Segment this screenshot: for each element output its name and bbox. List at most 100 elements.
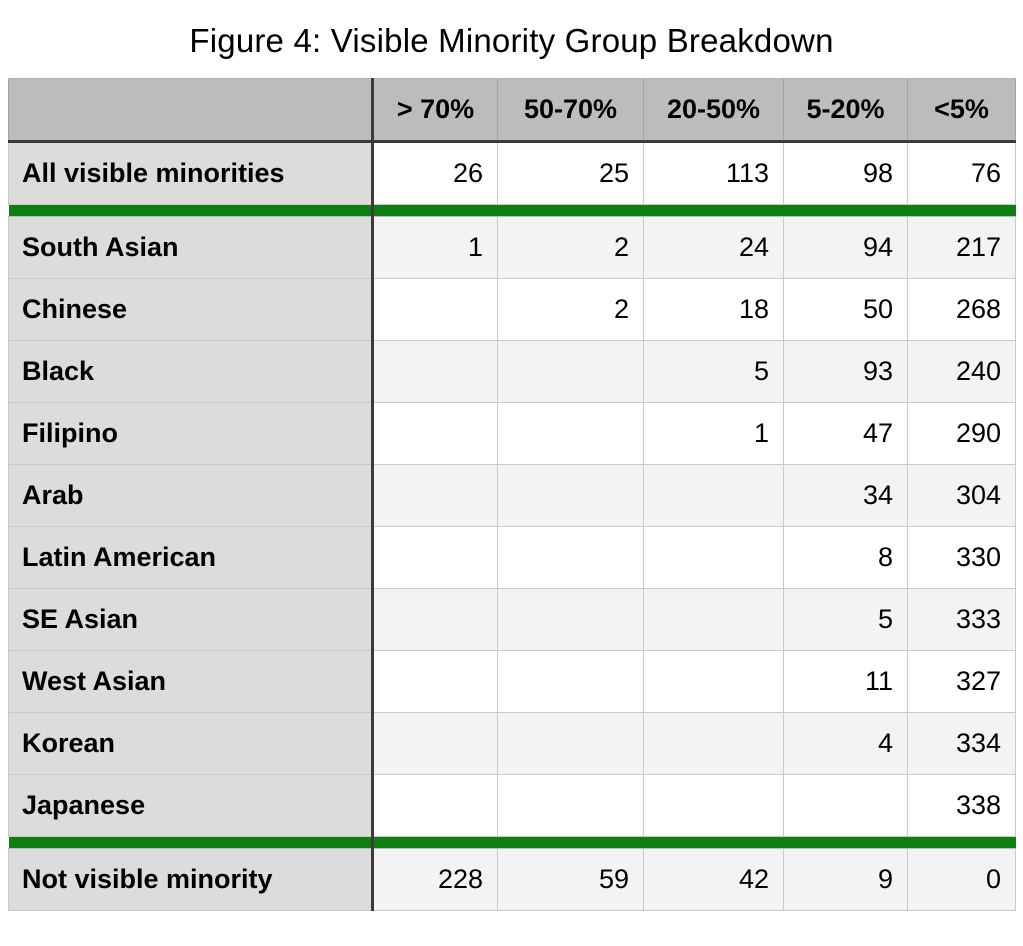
value-cell: 268 — [907, 278, 1016, 341]
value-cell — [372, 464, 498, 527]
value-cell: 42 — [643, 848, 784, 911]
group-row-chinese: Chinese 2 18 50 268 — [8, 278, 1016, 341]
value-cell — [497, 340, 644, 403]
row-label: Arab — [8, 464, 374, 527]
value-cell: 59 — [497, 848, 644, 911]
group-row-latin-american: Latin American 8 330 — [8, 526, 1016, 589]
value-cell: 98 — [783, 141, 908, 205]
value-cell: 1 — [372, 216, 498, 279]
value-cell: 93 — [783, 340, 908, 403]
separator-bar-bottom — [8, 836, 1016, 849]
separator-segment — [8, 836, 374, 849]
value-cell — [783, 774, 908, 837]
value-cell: 0 — [907, 848, 1016, 911]
separator-segment — [372, 204, 1016, 217]
value-cell: 338 — [907, 774, 1016, 837]
value-cell — [497, 712, 644, 775]
value-cell: 50 — [783, 278, 908, 341]
value-cell: 76 — [907, 141, 1016, 205]
column-header-gt70: > 70% — [372, 78, 498, 143]
row-label: Japanese — [8, 774, 374, 837]
value-cell — [372, 774, 498, 837]
value-cell — [497, 526, 644, 589]
row-label: Not visible minority — [8, 848, 374, 911]
row-label: Filipino — [8, 402, 374, 465]
group-row-filipino: Filipino 1 47 290 — [8, 402, 1016, 465]
value-cell — [497, 650, 644, 713]
group-row-south-asian: South Asian 1 2 24 94 217 — [8, 216, 1016, 279]
value-cell: 4 — [783, 712, 908, 775]
value-cell — [643, 712, 784, 775]
value-cell — [643, 464, 784, 527]
value-cell: 18 — [643, 278, 784, 341]
value-cell — [497, 464, 644, 527]
figure-title: Figure 4: Visible Minority Group Breakdo… — [189, 22, 834, 59]
group-row-se-asian: SE Asian 5 333 — [8, 588, 1016, 651]
row-label: SE Asian — [8, 588, 374, 651]
value-cell — [497, 774, 644, 837]
row-label: South Asian — [8, 216, 374, 279]
value-cell: 240 — [907, 340, 1016, 403]
value-cell — [643, 774, 784, 837]
value-cell: 1 — [643, 402, 784, 465]
value-cell: 334 — [907, 712, 1016, 775]
row-label: Chinese — [8, 278, 374, 341]
row-label: Latin American — [8, 526, 374, 589]
value-cell: 47 — [783, 402, 908, 465]
value-cell: 113 — [643, 141, 784, 205]
row-label: West Asian — [8, 650, 374, 713]
group-row-japanese: Japanese 338 — [8, 774, 1016, 837]
group-row-korean: Korean 4 334 — [8, 712, 1016, 775]
group-row-black: Black 5 93 240 — [8, 340, 1016, 403]
value-cell: 9 — [783, 848, 908, 911]
value-cell: 5 — [643, 340, 784, 403]
value-cell: 25 — [497, 141, 644, 205]
value-cell: 11 — [783, 650, 908, 713]
value-cell — [372, 588, 498, 651]
value-cell: 8 — [783, 526, 908, 589]
minority-breakdown-table: > 70% 50-70% 20-50% 5-20% <5% All visibl… — [8, 78, 1016, 911]
summary-row: All visible minorities 26 25 113 98 76 — [8, 141, 1016, 205]
value-cell — [372, 526, 498, 589]
value-cell: 327 — [907, 650, 1016, 713]
value-cell: 94 — [783, 216, 908, 279]
column-header-20-50: 20-50% — [643, 78, 784, 143]
row-label: Korean — [8, 712, 374, 775]
value-cell: 34 — [783, 464, 908, 527]
row-label: All visible minorities — [8, 141, 374, 205]
row-label: Black — [8, 340, 374, 403]
corner-cell — [8, 78, 374, 143]
value-cell — [372, 712, 498, 775]
separator-bar-top — [8, 204, 1016, 217]
value-cell: 228 — [372, 848, 498, 911]
value-cell: 26 — [372, 141, 498, 205]
column-header-50-70: 50-70% — [497, 78, 644, 143]
value-cell — [372, 340, 498, 403]
value-cell: 290 — [907, 402, 1016, 465]
value-cell: 304 — [907, 464, 1016, 527]
value-cell — [497, 588, 644, 651]
separator-segment — [8, 204, 374, 217]
value-cell — [643, 588, 784, 651]
value-cell: 217 — [907, 216, 1016, 279]
value-cell — [372, 402, 498, 465]
column-header-5-20: 5-20% — [783, 78, 908, 143]
value-cell: 5 — [783, 588, 908, 651]
group-row-west-asian: West Asian 11 327 — [8, 650, 1016, 713]
footer-row: Not visible minority 228 59 42 9 0 — [8, 848, 1016, 911]
value-cell — [643, 650, 784, 713]
value-cell: 333 — [907, 588, 1016, 651]
group-row-arab: Arab 34 304 — [8, 464, 1016, 527]
value-cell: 330 — [907, 526, 1016, 589]
value-cell — [497, 402, 644, 465]
value-cell: 24 — [643, 216, 784, 279]
column-header-lt5: <5% — [907, 78, 1016, 143]
header-row: > 70% 50-70% 20-50% 5-20% <5% — [8, 78, 1016, 143]
value-cell — [643, 526, 784, 589]
value-cell: 2 — [497, 278, 644, 341]
value-cell — [372, 650, 498, 713]
value-cell — [372, 278, 498, 341]
value-cell: 2 — [497, 216, 644, 279]
separator-segment — [372, 836, 1016, 849]
